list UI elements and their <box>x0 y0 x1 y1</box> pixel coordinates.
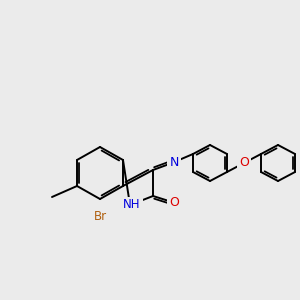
Text: O: O <box>239 157 249 169</box>
Text: NH: NH <box>123 199 141 212</box>
Text: O: O <box>169 196 179 208</box>
Text: N: N <box>169 157 179 169</box>
Text: Br: Br <box>93 211 106 224</box>
